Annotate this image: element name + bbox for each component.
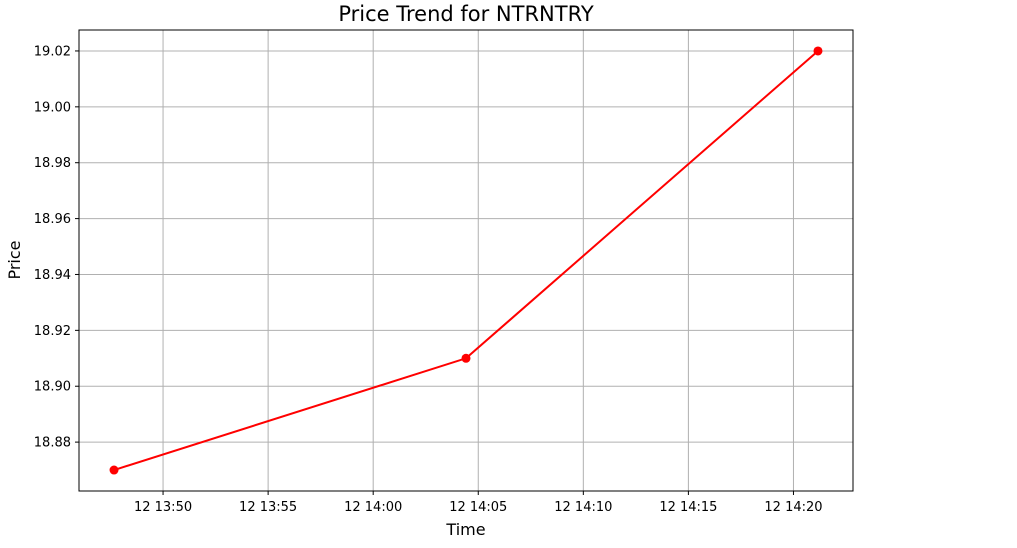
y-tick-label: 18.96 xyxy=(34,212,71,227)
data-point xyxy=(813,46,823,56)
plot-area-frame xyxy=(78,29,854,492)
x-axis-label: Time xyxy=(445,520,485,539)
y-tick-label: 19.00 xyxy=(34,100,71,115)
y-tick-label: 18.88 xyxy=(34,436,71,451)
grid-layer xyxy=(79,30,853,491)
data-point xyxy=(109,465,119,475)
x-tick-label: 12 14:15 xyxy=(659,500,717,515)
series-layer xyxy=(109,46,823,475)
y-axis-label: Price xyxy=(5,240,24,279)
x-tick-label: 12 13:55 xyxy=(239,500,297,515)
x-tick-label: 12 13:50 xyxy=(134,500,192,515)
chart-title: Price Trend for NTRNTRY xyxy=(338,2,594,26)
x-tick-label: 12 14:20 xyxy=(764,500,822,515)
y-tick-label: 18.94 xyxy=(34,268,71,283)
y-tick-label: 18.90 xyxy=(34,380,71,395)
y-tick-label: 19.02 xyxy=(34,44,71,59)
y-tick-label: 18.98 xyxy=(34,156,71,171)
ticks-layer: 12 13:50 12 13:55 12 14:00 12 14:05 12 14:10… xyxy=(34,44,823,515)
x-tick-label: 12 14:05 xyxy=(449,500,507,515)
x-tick-label: 12 14:10 xyxy=(554,500,612,515)
y-tick-label: 18.92 xyxy=(34,324,71,339)
data-point xyxy=(461,353,471,363)
x-tick-label: 12 14:00 xyxy=(344,500,402,515)
